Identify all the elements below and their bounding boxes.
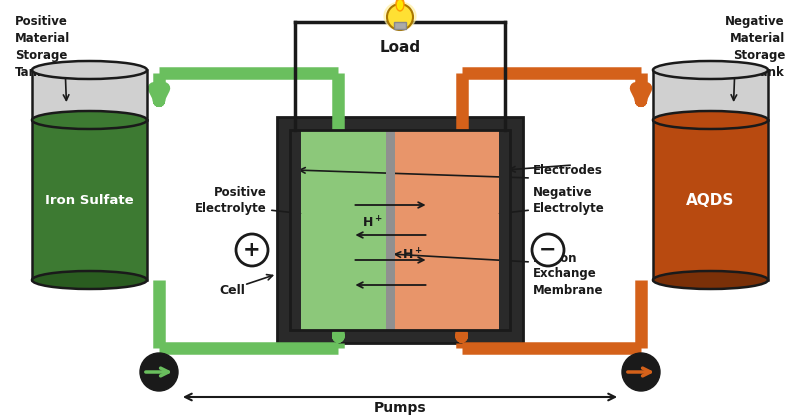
Circle shape bbox=[622, 353, 660, 391]
Ellipse shape bbox=[653, 111, 768, 129]
Bar bbox=[32, 70, 147, 120]
Text: $\mathbf{H^+}$: $\mathbf{H^+}$ bbox=[402, 247, 423, 263]
Bar bbox=[386, 130, 395, 330]
Ellipse shape bbox=[398, 0, 402, 10]
Bar bbox=[653, 70, 768, 120]
Text: Proton
Exchange
Membrane: Proton Exchange Membrane bbox=[533, 251, 603, 296]
Ellipse shape bbox=[396, 0, 404, 11]
Text: Load: Load bbox=[379, 40, 421, 55]
Text: +: + bbox=[243, 240, 261, 260]
Ellipse shape bbox=[653, 61, 768, 79]
Bar bbox=[277, 117, 523, 343]
Bar bbox=[32, 120, 147, 280]
Ellipse shape bbox=[32, 271, 147, 289]
Text: AQDS: AQDS bbox=[686, 193, 734, 208]
Text: Negative
Electrolyte: Negative Electrolyte bbox=[533, 186, 605, 214]
Bar bbox=[394, 22, 406, 29]
Ellipse shape bbox=[32, 61, 147, 79]
Text: Cell: Cell bbox=[219, 284, 245, 296]
Circle shape bbox=[140, 353, 178, 391]
Bar bbox=[290, 130, 510, 330]
Bar bbox=[290, 130, 386, 330]
Circle shape bbox=[236, 234, 268, 266]
Circle shape bbox=[387, 4, 413, 30]
Circle shape bbox=[532, 234, 564, 266]
Ellipse shape bbox=[653, 271, 768, 289]
Text: −: − bbox=[539, 240, 557, 260]
Bar bbox=[395, 130, 510, 330]
Bar bbox=[653, 120, 768, 280]
Text: Negative
Material
Storage
Tank: Negative Material Storage Tank bbox=[726, 15, 785, 79]
Ellipse shape bbox=[32, 111, 147, 129]
Bar bbox=[290, 130, 301, 330]
Ellipse shape bbox=[384, 2, 416, 30]
Text: $\mathbf{H^+}$: $\mathbf{H^+}$ bbox=[362, 215, 383, 231]
Text: Electrodes: Electrodes bbox=[533, 163, 603, 176]
Text: Positive
Material
Storage
Tank: Positive Material Storage Tank bbox=[15, 15, 70, 79]
Text: Iron Sulfate: Iron Sulfate bbox=[45, 193, 134, 206]
Text: Pumps: Pumps bbox=[374, 401, 426, 415]
Bar bbox=[499, 130, 510, 330]
Text: Positive
Electrolyte: Positive Electrolyte bbox=[195, 186, 267, 214]
